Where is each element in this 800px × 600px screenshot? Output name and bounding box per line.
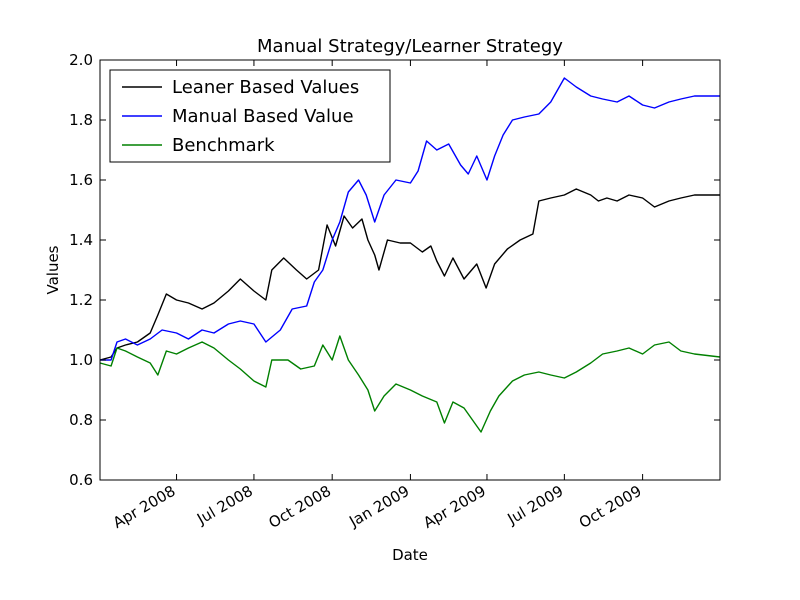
series-line-1 — [99, 188, 720, 361]
x-axis-label: Date — [392, 546, 428, 564]
legend: Leaner Based Values Manual Based Value Ben… — [109, 69, 391, 163]
y-tick-label: 1.8 — [69, 111, 93, 129]
series-line-2 — [100, 77, 720, 361]
y-tick-label: 2.0 — [69, 51, 93, 69]
y-tick-label: 0.6 — [69, 471, 93, 489]
legend-label-1: Leaner Based Values — [172, 77, 359, 98]
y-axis: 0.6 0.8 1.0 1.2 1.4 1.6 1.8 2.0 — [69, 51, 720, 489]
legend-label-2: Manual Based Value — [172, 106, 354, 127]
y-tick-label: 1.6 — [69, 171, 93, 189]
legend-label-3: Benchmark — [172, 135, 275, 156]
series-line-3 — [99, 335, 721, 433]
chart-title: Manual Strategy/Learner Strategy — [257, 36, 563, 57]
y-tick-label: 0.8 — [69, 411, 93, 429]
plot-area — [99, 59, 721, 481]
y-tick-label: 1.0 — [69, 351, 93, 369]
y-tick-label: 1.4 — [69, 231, 93, 249]
y-tick-label: 1.2 — [69, 291, 93, 309]
y-axis-label: Values — [44, 245, 62, 294]
